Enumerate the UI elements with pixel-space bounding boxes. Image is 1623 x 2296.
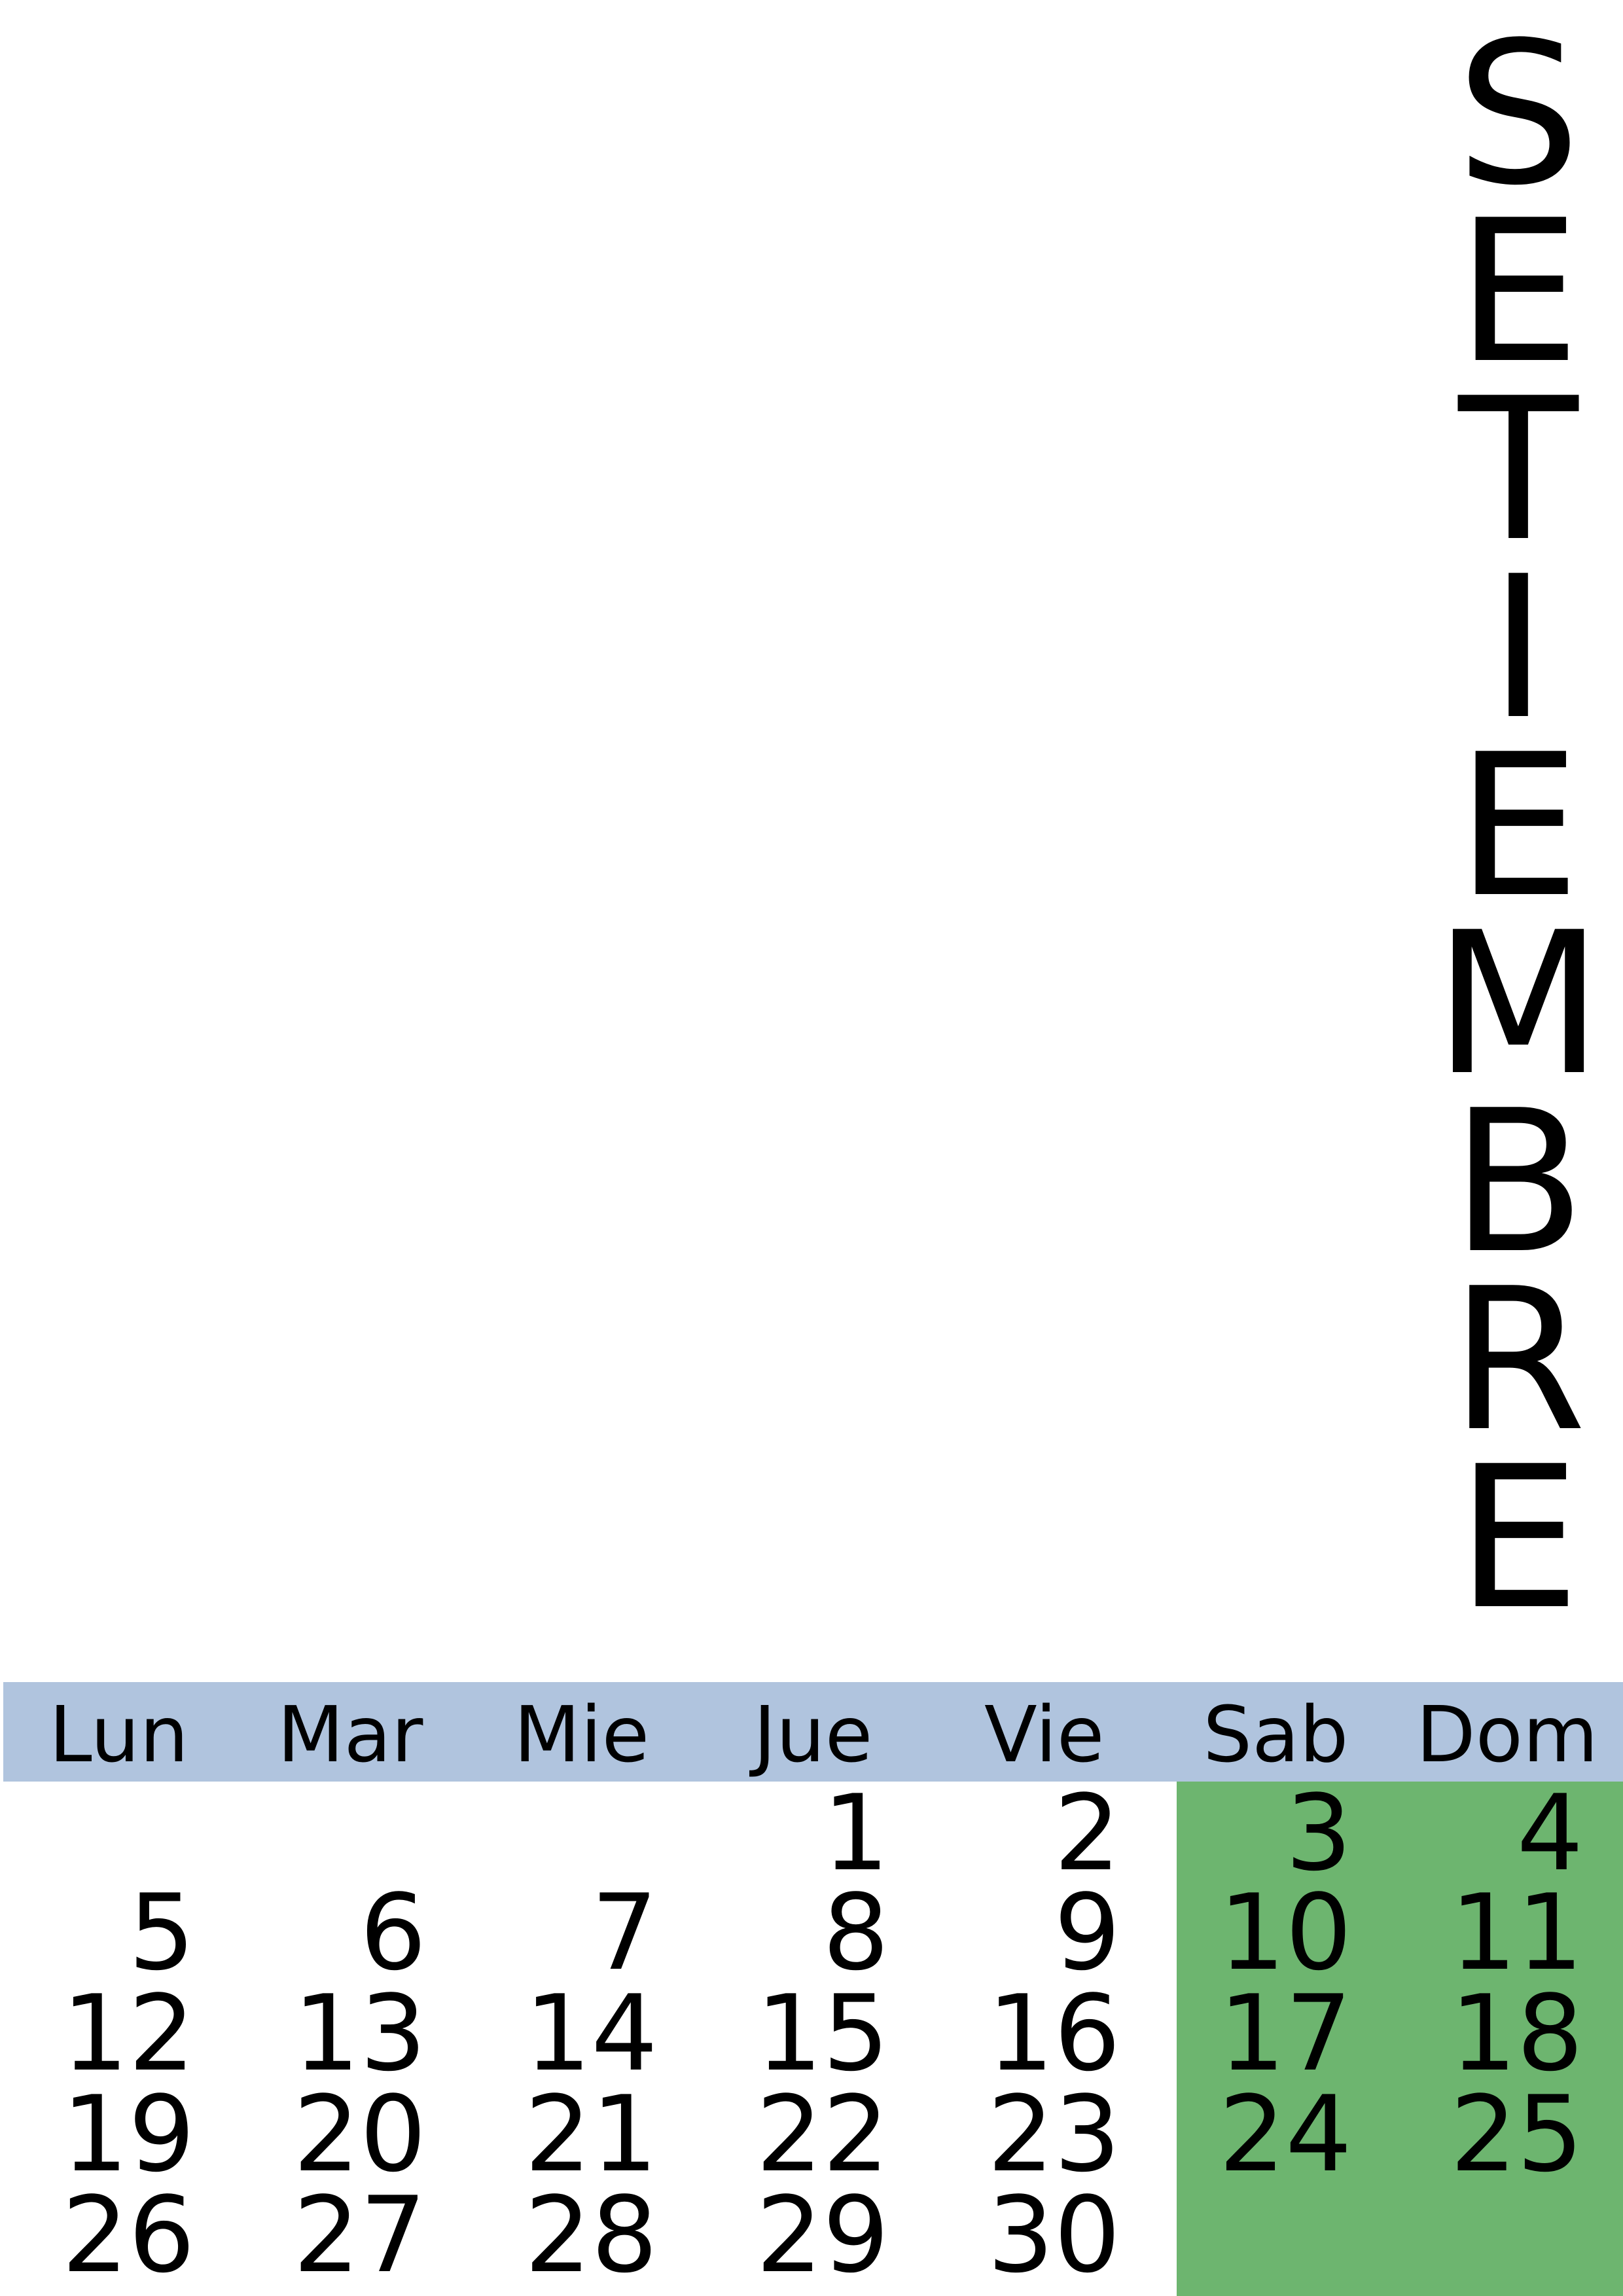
date-cell: 27 <box>293 2174 427 2296</box>
date-cell: 25 <box>1450 2073 1584 2195</box>
date-cell: 10 <box>1219 1871 1352 1994</box>
date-cell: 4 <box>1516 1772 1584 1894</box>
weekday-header <box>3 1682 1623 1782</box>
month-title-letter: T <box>1458 356 1578 584</box>
date-cell: 11 <box>1450 1871 1584 1994</box>
weekday-label: Jue <box>753 1689 873 1780</box>
weekday-label: Vie <box>984 1689 1105 1780</box>
date-cell: 2 <box>1054 1772 1121 1894</box>
date-cell: 3 <box>1285 1772 1352 1894</box>
date-cell: 17 <box>1219 1972 1352 2094</box>
date-cell: 23 <box>987 2073 1121 2195</box>
date-cell: 30 <box>987 2174 1121 2296</box>
date-cell: 28 <box>524 2174 658 2296</box>
month-title-letter: I <box>1489 534 1548 762</box>
month-title-letter: E <box>1456 1424 1580 1653</box>
month-title-letter: E <box>1456 712 1580 941</box>
date-cell: 7 <box>591 1871 658 1994</box>
month-title-letter: E <box>1456 178 1580 406</box>
date-cell: 1 <box>822 1772 889 1894</box>
date-cell: 5 <box>128 1871 195 1994</box>
weekday-label: Sab <box>1203 1689 1349 1780</box>
date-cell: 14 <box>524 1972 658 2094</box>
weekday-label: Dom <box>1416 1689 1598 1780</box>
date-cell: 26 <box>62 2174 195 2296</box>
date-cell: 24 <box>1219 2073 1352 2195</box>
weekday-label: Lun <box>48 1689 189 1780</box>
date-cell: 9 <box>1054 1871 1121 1994</box>
date-cell: 12 <box>62 1972 195 2094</box>
month-title-letter: R <box>1450 1246 1587 1475</box>
date-cell: 6 <box>359 1871 427 1994</box>
date-cell: 8 <box>822 1871 889 1994</box>
date-cell: 21 <box>524 2073 658 2195</box>
date-cell: 22 <box>756 2073 889 2195</box>
weekend-highlight <box>1177 1782 1623 2296</box>
date-cell: 18 <box>1450 1972 1584 2094</box>
date-cell: 20 <box>293 2073 427 2195</box>
date-cell: 13 <box>293 1972 427 2094</box>
weekday-label: Mie <box>514 1689 650 1780</box>
date-cell: 19 <box>62 2073 195 2195</box>
month-title-letter: B <box>1451 1068 1586 1297</box>
date-cell: 15 <box>756 1972 889 2094</box>
month-title-letter: M <box>1433 890 1603 1119</box>
month-title-letter: S <box>1455 0 1581 228</box>
date-cell: 16 <box>987 1972 1121 2094</box>
weekday-label: Mar <box>277 1689 423 1780</box>
date-cell: 29 <box>756 2174 889 2296</box>
